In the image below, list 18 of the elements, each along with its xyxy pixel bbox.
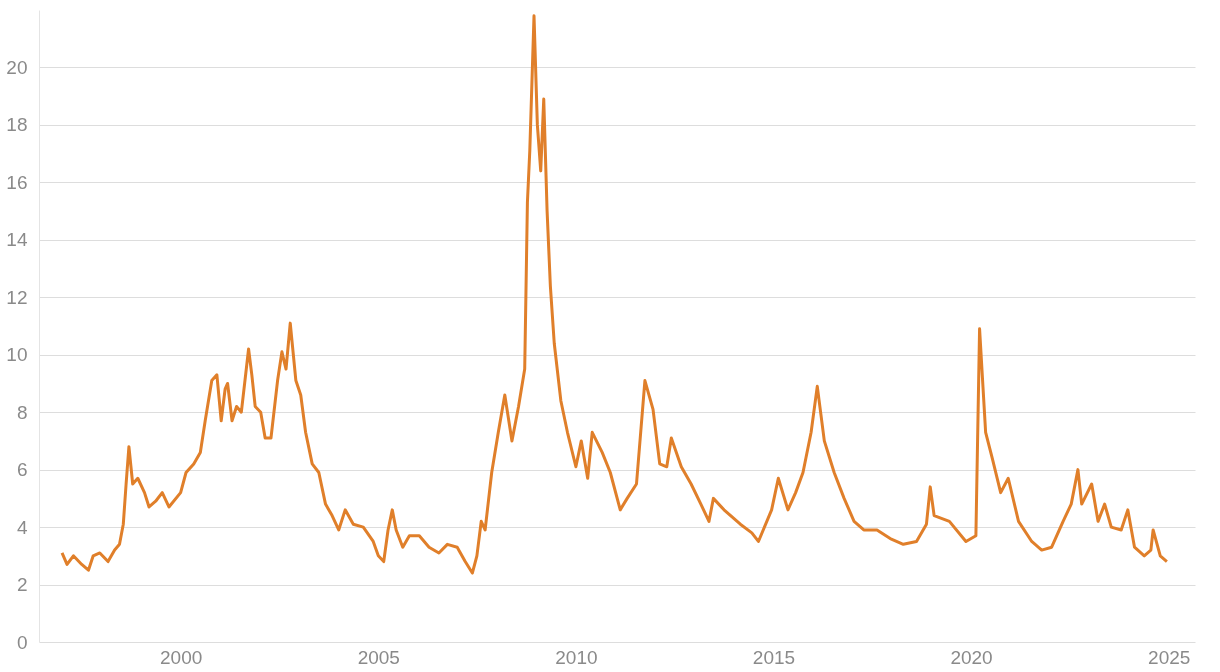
x-tick-label: 2005 [357, 646, 400, 668]
y-tick-label: 6 [16, 459, 28, 481]
x-tick-label: 2020 [950, 646, 993, 668]
y-tick-label: 0 [16, 631, 28, 653]
y-tick-label: 20 [6, 56, 28, 78]
y-tick-label: 14 [6, 229, 28, 251]
y-tick-label: 18 [6, 114, 28, 136]
y-tick-label: 10 [6, 344, 28, 366]
y-tick-label: 4 [16, 516, 28, 538]
x-tick-label: 2015 [752, 646, 796, 668]
line-series [60, 14, 1169, 575]
x-tick-label: 2010 [555, 646, 598, 668]
y-tick-label: 8 [16, 401, 28, 423]
y-tick-label: 12 [6, 286, 28, 308]
x-tick-label: 2000 [159, 646, 203, 668]
y-tick-label: 16 [6, 171, 28, 193]
y-tick-label: 2 [16, 574, 28, 596]
x-tick-label: 2025 [1148, 646, 1191, 668]
